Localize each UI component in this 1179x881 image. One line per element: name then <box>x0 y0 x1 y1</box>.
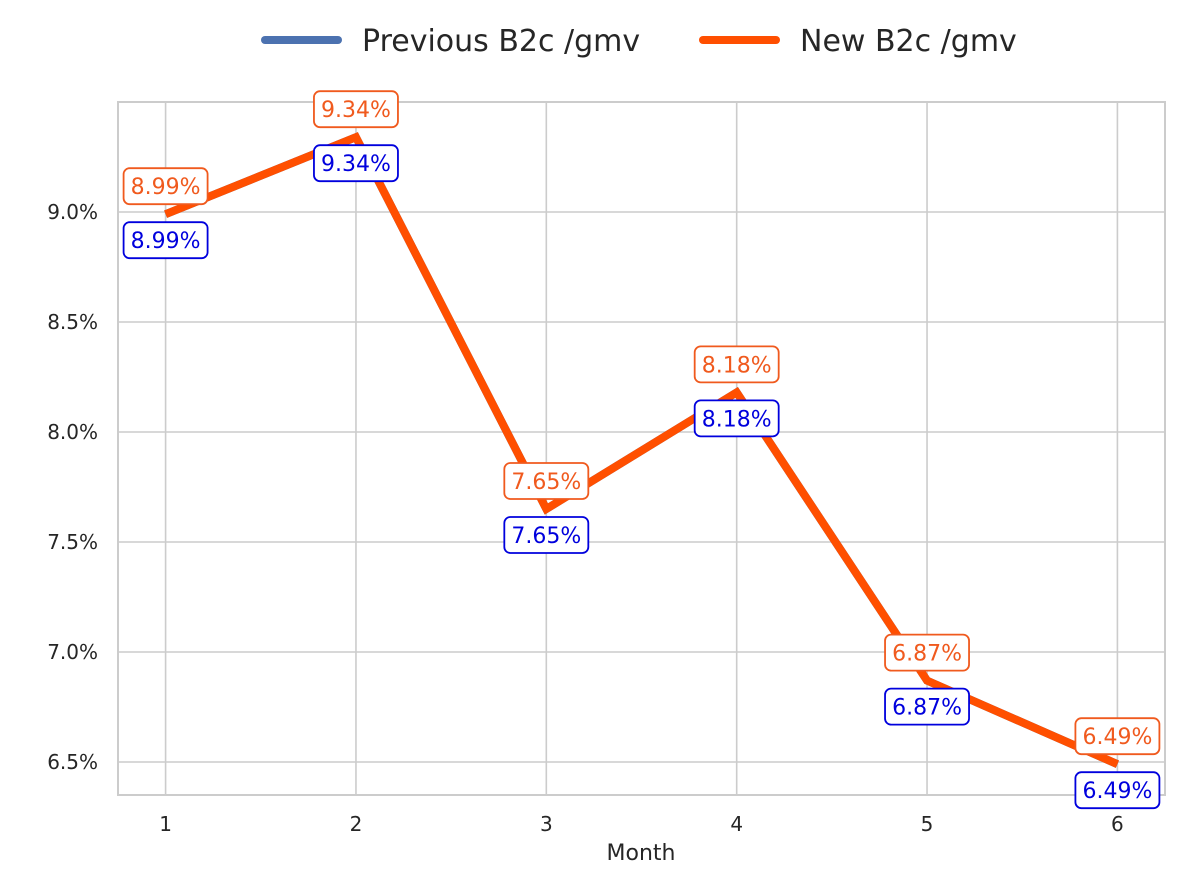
x-axis-title: Month <box>607 841 676 866</box>
data-label-box <box>122 221 209 260</box>
y-tick-label: 7.0% <box>47 640 98 664</box>
data-label-text: 7.65% <box>511 524 581 549</box>
data-label-previous: 8.99% <box>122 221 209 260</box>
data-label-new: 9.34% <box>313 90 399 129</box>
data-label-box <box>884 687 970 726</box>
data-label-box <box>313 90 399 129</box>
legend-label: New B2c /gmv <box>800 24 1017 59</box>
data-label-new: 8.99% <box>122 167 209 206</box>
data-label-previous: 7.65% <box>503 516 590 554</box>
data-label-previous: 6.49% <box>1074 771 1161 810</box>
data-label-box <box>122 167 209 206</box>
x-tick-label: 2 <box>350 812 363 836</box>
data-label-box <box>693 345 780 384</box>
data-label-text: 8.18% <box>702 407 772 432</box>
data-label-new: 6.49% <box>1074 717 1161 756</box>
data-label-box <box>884 633 970 672</box>
data-label-text: 6.87% <box>892 642 962 667</box>
grid-layer <box>118 102 1165 795</box>
data-label-text: 6.49% <box>1082 725 1152 750</box>
y-tick-label: 6.5% <box>47 750 98 774</box>
data-label-box <box>503 462 590 500</box>
data-label-text: 8.18% <box>702 353 772 378</box>
data-label-text: 9.34% <box>321 98 391 123</box>
data-label-box <box>1074 717 1161 756</box>
y-tick-label: 9.0% <box>47 200 98 224</box>
series-layer <box>164 132 1120 768</box>
x-tick-label: 5 <box>921 812 934 836</box>
x-tick-label: 4 <box>730 812 743 836</box>
data-label-new: 8.18% <box>693 345 780 384</box>
data-label-box <box>693 399 780 438</box>
data-label-box <box>1074 771 1161 810</box>
data-label-previous: 6.87% <box>884 687 970 726</box>
data-label-text: 7.65% <box>511 470 581 495</box>
y-tick-label: 8.5% <box>47 310 98 334</box>
x-tick-label: 1 <box>159 812 172 836</box>
series-line-new <box>164 132 1120 768</box>
data-label-text: 8.99% <box>131 229 201 254</box>
x-tick-label: 6 <box>1111 812 1124 836</box>
legend-item-previous: Previous B2c /gmv <box>261 24 640 59</box>
data-labels-layer: 8.99% 9.34% 7.65% 8.18% 6.87% 6.49% 8.99% 9.34%… <box>122 90 1161 810</box>
x-tick-label: 3 <box>540 812 553 836</box>
plot-frame <box>117 101 1166 796</box>
legend-label: Previous B2c /gmv <box>362 24 640 59</box>
legend: Previous B2c /gmv New B2c /gmv <box>261 24 1017 59</box>
data-label-box <box>503 516 590 554</box>
y-tick-label: 8.0% <box>47 420 98 444</box>
y-tick-label: 7.5% <box>47 530 98 554</box>
data-label-text: 6.87% <box>892 696 962 721</box>
data-label-new: 7.65% <box>503 462 590 500</box>
axes-layer: 1 2 3 4 5 6 6.5% 7.0% 7.5% 8.0% 8.5% 9.0% <box>47 101 1166 836</box>
legend-item-new: New B2c /gmv <box>699 24 1017 59</box>
data-label-new: 6.87% <box>884 633 970 672</box>
data-label-text: 9.34% <box>321 152 391 177</box>
data-label-previous: 9.34% <box>313 144 399 183</box>
data-label-text: 8.99% <box>131 175 201 200</box>
data-label-previous: 8.18% <box>693 399 780 438</box>
data-label-text: 6.49% <box>1082 779 1152 804</box>
data-label-box <box>313 144 399 183</box>
